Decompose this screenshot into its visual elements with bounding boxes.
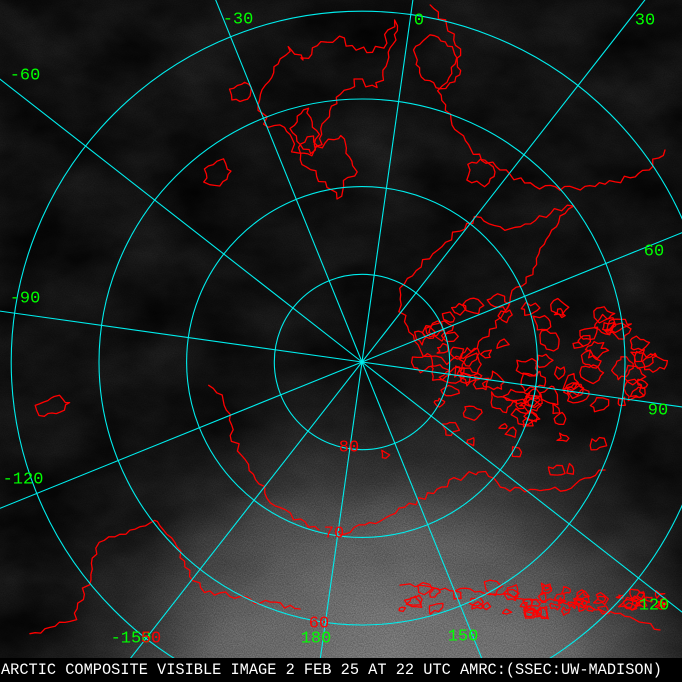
svg-text:0: 0 [414, 11, 424, 30]
svg-text:60: 60 [644, 242, 664, 261]
svg-text:-90: -90 [10, 289, 41, 308]
svg-text:-60: -60 [10, 66, 41, 85]
svg-text:90: 90 [648, 401, 668, 420]
svg-text:70: 70 [324, 524, 344, 543]
svg-text:150: 150 [448, 627, 479, 646]
svg-text:-30: -30 [223, 10, 254, 29]
svg-text:80: 80 [339, 438, 359, 457]
svg-text:50: 50 [141, 629, 161, 648]
svg-text:60: 60 [309, 614, 329, 633]
svg-text:120: 120 [639, 596, 670, 615]
svg-text:-120: -120 [3, 470, 44, 489]
svg-text:30: 30 [635, 11, 655, 30]
